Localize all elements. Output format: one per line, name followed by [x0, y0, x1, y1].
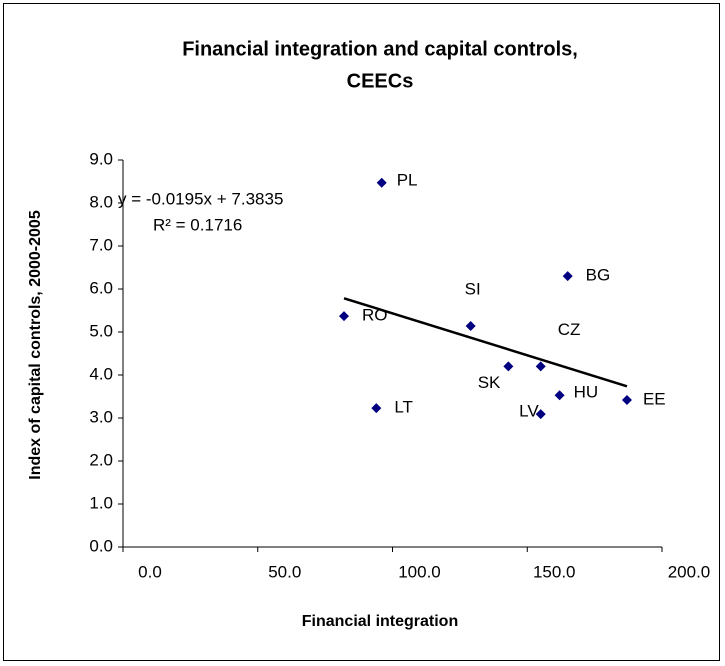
y-tick-label: 1.0 [89, 493, 113, 512]
data-point [554, 390, 565, 401]
x-tick-label: 150.0 [533, 562, 576, 581]
trendline [343, 297, 628, 388]
data-point [562, 271, 573, 282]
x-tick-label: 200.0 [668, 562, 711, 581]
x-axis-title: Financial integration [302, 613, 458, 630]
chart-title: CEECs [347, 70, 414, 92]
y-tick-label: 3.0 [89, 407, 113, 426]
data-point [535, 409, 546, 420]
y-tick-label: 2.0 [89, 450, 113, 469]
data-point [338, 311, 349, 322]
chart-title: Financial integration and capital contro… [182, 38, 578, 60]
y-tick-label: 0.0 [89, 536, 113, 555]
data-point [371, 403, 382, 414]
data-point [503, 361, 514, 372]
x-tick-label: 100.0 [398, 562, 441, 581]
data-point [465, 320, 476, 331]
point-label: CZ [558, 320, 581, 339]
trendline-equation: y = -0.0195x + 7.3835 [118, 189, 283, 208]
point-label: LV [519, 402, 539, 421]
y-axis-title: Index of capital controls, 2000-2005 [27, 210, 44, 480]
y-tick-label: 8.0 [89, 192, 113, 211]
y-tick-label: 9.0 [89, 149, 113, 168]
point-label: HU [574, 383, 599, 402]
point-label: EE [643, 389, 666, 408]
x-tick-label: 50.0 [268, 562, 301, 581]
y-tick-label: 7.0 [89, 235, 113, 254]
point-label: SI [465, 279, 481, 298]
data-point [535, 361, 546, 372]
point-label: RO [362, 306, 388, 325]
y-tick-label: 4.0 [89, 364, 113, 383]
point-label: BG [586, 266, 611, 285]
y-tick-label: 5.0 [89, 321, 113, 340]
r-squared: R² = 0.1716 [153, 215, 242, 234]
data-point [376, 177, 387, 188]
x-tick-label: 0.0 [138, 562, 162, 581]
point-label: SK [478, 373, 501, 392]
y-tick-label: 6.0 [89, 278, 113, 297]
point-label: LT [394, 398, 413, 417]
point-label: PL [397, 170, 418, 189]
data-point [621, 394, 632, 405]
